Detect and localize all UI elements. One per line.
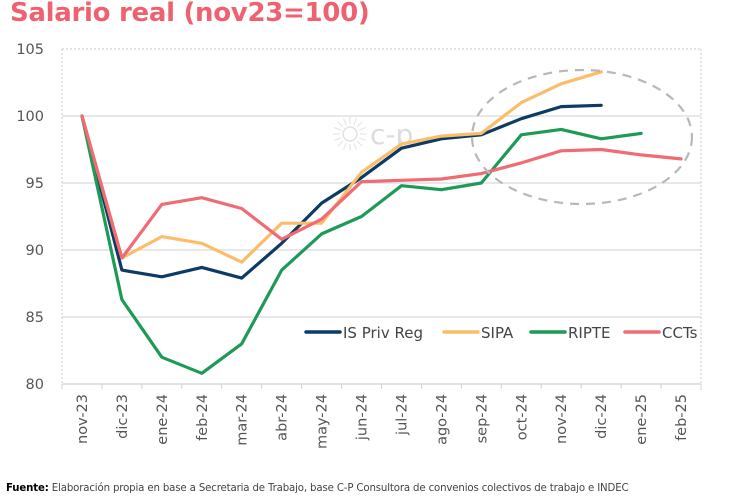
- watermark-sun-ray: [359, 127, 366, 131]
- watermark-sun-ray: [356, 121, 363, 128]
- source-label: Fuente:: [6, 483, 49, 494]
- legend-item: RIPTE: [529, 324, 611, 342]
- watermark-sun-icon: [333, 117, 367, 151]
- x-tick-label: abr-24: [275, 394, 291, 441]
- gridlines: [62, 115, 701, 318]
- series-lines: [80, 70, 683, 375]
- x-tick-label: nov-24: [554, 394, 570, 444]
- legend-label: SIPA: [481, 324, 514, 342]
- y-tick-label: 80: [26, 377, 44, 393]
- watermark-sun-ray: [337, 140, 344, 147]
- x-axis-ticks: nov-23 dic-23 ene-24 feb-24 mar-24 abr-24 may-…: [75, 394, 690, 449]
- x-tick-label: ene-24: [155, 394, 171, 445]
- y-axis-ticks: 80 85 90 95 100 105: [16, 42, 44, 393]
- x-tick-label: dic-24: [594, 394, 610, 439]
- watermark-sun-ray: [353, 118, 357, 125]
- x-tick-label: nov-23: [75, 394, 91, 444]
- x-tick-label: ago-24: [434, 394, 450, 445]
- legend-item: SIPA: [442, 324, 514, 342]
- watermark-sun-ray: [343, 118, 347, 125]
- legend-item: IS Priv Reg: [304, 324, 423, 342]
- annotations: [470, 68, 694, 206]
- legend-label: IS Priv Reg: [343, 324, 423, 342]
- x-tick-label: feb-24: [195, 394, 211, 441]
- y-tick-label: 90: [26, 243, 44, 259]
- x-tick-label: jul-24: [394, 394, 410, 436]
- highlight-ellipse: [470, 68, 694, 206]
- watermark: c-p: [333, 117, 413, 151]
- watermark-sun-ray: [353, 143, 357, 150]
- watermark-sun-ray: [359, 137, 366, 141]
- legend-item: CCTs: [623, 324, 698, 342]
- x-tick-label: mar-24: [235, 394, 251, 446]
- watermark-sun-ray: [343, 143, 347, 150]
- watermark-sun-ray: [356, 140, 363, 147]
- x-tick-label: oct-24: [514, 394, 530, 440]
- watermark-sun-ray: [334, 127, 341, 131]
- x-tick-label: ene-25: [634, 394, 650, 445]
- watermark-sun-core: [342, 126, 358, 142]
- plot-frame: [61, 48, 702, 390]
- legend: IS Priv Reg SIPA RIPTE CCTs: [304, 324, 698, 342]
- legend-label: RIPTE: [568, 324, 611, 342]
- y-tick-label: 95: [26, 176, 44, 192]
- watermark-sun-ray: [337, 121, 344, 128]
- series-line-sipa: [80, 70, 603, 264]
- y-tick-label: 105: [16, 42, 44, 58]
- y-tick-label: 85: [26, 310, 44, 326]
- source-footer: Fuente: Elaboración propia en base a Sec…: [6, 483, 629, 494]
- chart-title: Salario real (nov23=100): [10, 0, 370, 28]
- source-text: Elaboración propia en base a Secretaria …: [48, 483, 629, 494]
- x-tick-label: feb-25: [674, 394, 690, 441]
- series-line-ripte: [80, 114, 643, 375]
- series-line-is-priv-reg: [80, 103, 603, 280]
- x-tick-label: sep-24: [474, 394, 490, 443]
- x-tick-label: jun-24: [355, 394, 371, 441]
- x-tick-label: dic-23: [115, 394, 131, 439]
- y-tick-label: 100: [16, 109, 44, 125]
- legend-label: CCTs: [662, 324, 698, 342]
- x-tick-label: may-24: [315, 394, 331, 449]
- watermark-sun-ray: [334, 137, 341, 141]
- series-line-ccts: [80, 114, 683, 260]
